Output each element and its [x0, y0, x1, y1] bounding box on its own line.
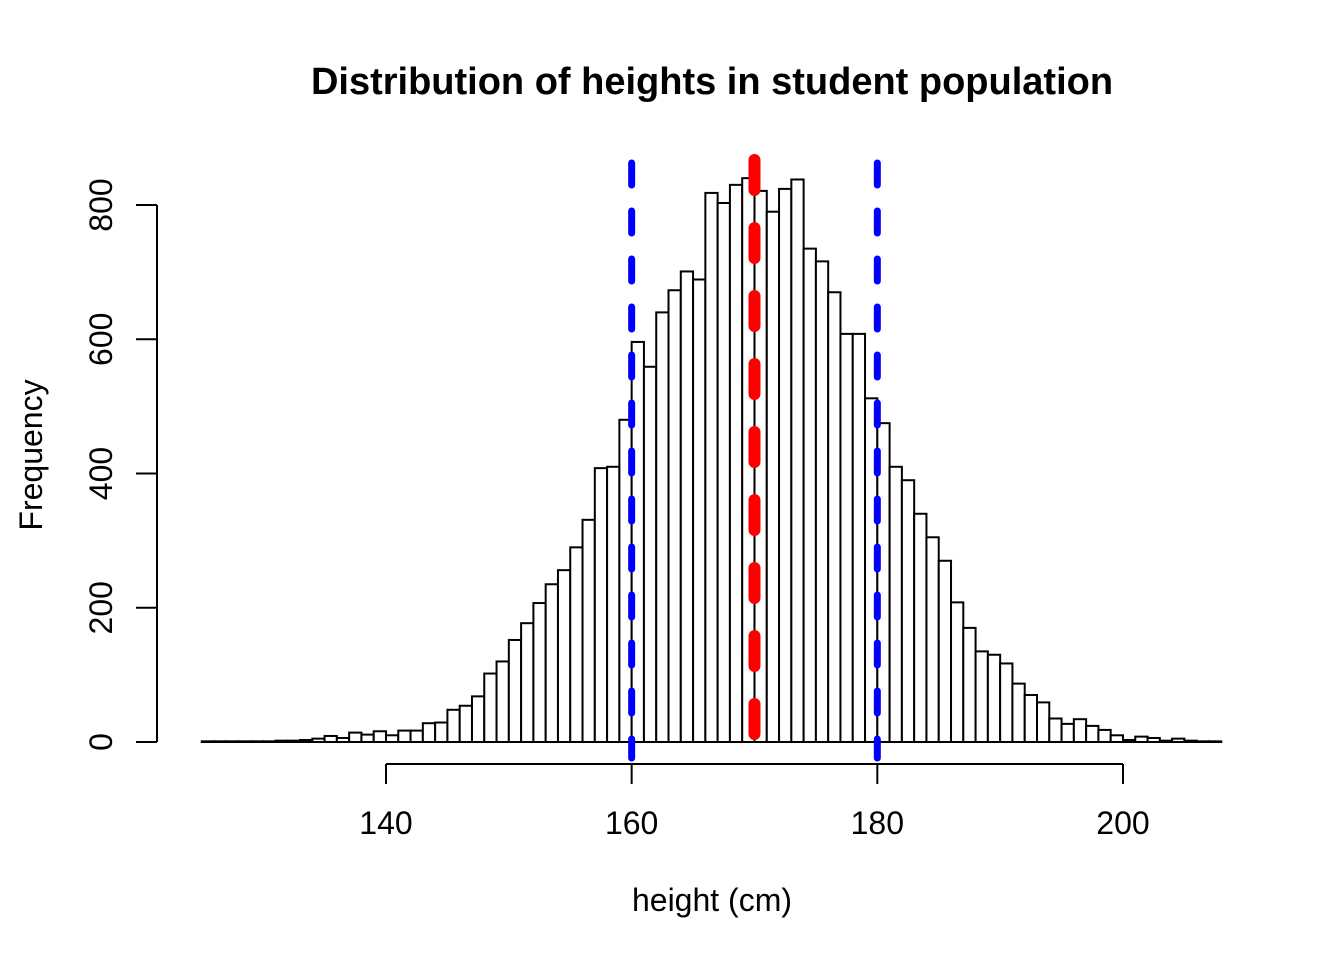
histogram-bar: [1011, 682, 1026, 743]
histogram-bar: [1072, 718, 1088, 743]
histogram-bar: [1121, 738, 1137, 743]
histogram-bar: [1171, 737, 1186, 744]
y-tick-label: 200: [83, 581, 119, 634]
histogram-bar: [507, 638, 523, 743]
histogram-bar: [1097, 728, 1112, 743]
histogram-bar: [716, 201, 731, 744]
histogram-bar: [765, 210, 781, 743]
y-tick-label: 600: [83, 313, 119, 366]
x-axis-label: height (cm): [632, 882, 792, 918]
histogram-bar: [679, 270, 695, 743]
histogram-bar: [950, 601, 965, 743]
y-axis-label: Frequency: [13, 379, 49, 530]
histogram-bar: [249, 740, 265, 744]
histogram-bar: [593, 467, 609, 743]
histogram-bar: [360, 733, 375, 743]
y-tick-label: 800: [83, 178, 119, 231]
histogram-bar: [200, 740, 216, 744]
histogram-bar: [311, 737, 326, 744]
histogram-bar: [827, 291, 842, 743]
histogram-bar: [974, 650, 989, 744]
histogram-bar: [704, 191, 719, 744]
histogram-bar: [213, 740, 228, 744]
histogram-bar: [900, 479, 916, 743]
histogram-bar: [1207, 740, 1223, 744]
x-tick-label: 160: [605, 805, 658, 841]
histogram-bar: [790, 178, 805, 744]
histogram-bar: [1060, 722, 1075, 744]
histogram-bars: [200, 177, 1223, 744]
histogram-bar: [458, 704, 473, 743]
histogram-bar: [655, 311, 670, 743]
x-tick-label: 140: [359, 805, 412, 841]
y-tick-label: 0: [83, 733, 119, 751]
histogram-bar: [839, 332, 854, 743]
y-tick-label: 400: [83, 447, 119, 500]
histogram-bar: [778, 187, 793, 743]
axes: 0 200 400 600 800 140 160 180 200: [83, 178, 1150, 841]
x-tick-label: 200: [1096, 805, 1149, 841]
histogram-bar: [1085, 724, 1100, 744]
histogram-bar: [225, 740, 240, 744]
histogram-bar: [1183, 739, 1198, 743]
histogram-bar: [299, 738, 314, 743]
histogram-bar: [888, 465, 903, 743]
histogram-bar: [1048, 717, 1063, 744]
histogram-bar: [286, 739, 302, 743]
histogram-bar: [434, 721, 449, 744]
histogram-bar: [532, 602, 547, 743]
histogram-bar: [520, 622, 535, 743]
x-tick-label: 180: [851, 805, 904, 841]
histogram-bar: [986, 653, 1002, 743]
histogram-bar: [642, 365, 658, 743]
histogram-bar: [1023, 694, 1038, 744]
chart-title: Distribution of heights in student popul…: [311, 61, 1113, 103]
histogram-bar: [556, 569, 572, 743]
histogram-bar: [323, 734, 338, 744]
histogram-bar: [606, 465, 621, 743]
histogram-bar: [937, 559, 953, 744]
histogram-bar: [397, 729, 412, 744]
histogram-bar: [1036, 701, 1051, 744]
histogram-bar: [925, 536, 940, 744]
histogram-bar: [814, 260, 830, 743]
histogram-bar: [372, 730, 388, 744]
histogram-bar: [409, 729, 424, 744]
histogram-bar: [728, 183, 744, 744]
histogram-bar: [262, 740, 277, 744]
histogram-bar: [470, 695, 486, 744]
histogram-bar: [802, 247, 817, 743]
histogram-bar: [962, 626, 977, 744]
histogram-bar: [1158, 739, 1174, 743]
histogram-bar: [913, 512, 928, 743]
histogram-bar: [999, 662, 1014, 744]
histogram-bar: [446, 708, 461, 744]
histogram-bar: [237, 740, 252, 744]
histogram-bar: [335, 736, 351, 743]
histogram-bar: [483, 672, 498, 744]
histogram-bar: [851, 332, 867, 743]
histogram-bar: [1134, 735, 1149, 744]
histogram-bar: [385, 734, 400, 743]
histogram-bar: [667, 289, 682, 743]
histogram-bar: [569, 546, 584, 744]
histogram-bar: [495, 660, 510, 744]
histogram-bar: [581, 518, 596, 743]
histogram-bar: [1146, 736, 1161, 743]
histogram-bar: [1109, 734, 1124, 743]
histogram-bar: [274, 739, 289, 743]
histogram-bar: [544, 583, 559, 744]
histogram-bar: [692, 278, 707, 743]
histogram-bar: [348, 731, 363, 743]
histogram-bar: [421, 722, 437, 744]
histogram-bar: [1195, 740, 1210, 744]
reference-lines: [628, 154, 881, 764]
